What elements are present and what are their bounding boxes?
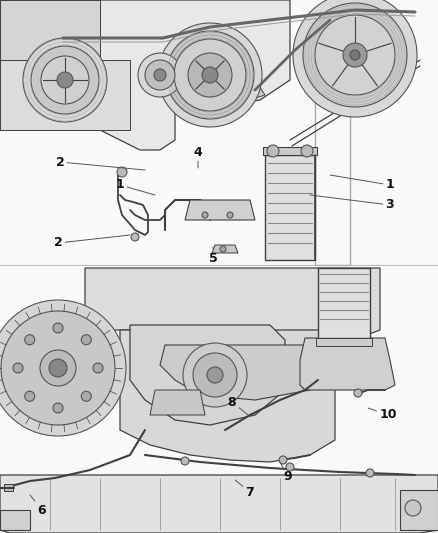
- Circle shape: [131, 233, 139, 241]
- Polygon shape: [0, 0, 438, 265]
- Circle shape: [193, 353, 237, 397]
- Circle shape: [174, 39, 246, 111]
- Circle shape: [41, 56, 89, 104]
- Circle shape: [207, 367, 223, 383]
- Circle shape: [303, 3, 407, 107]
- Circle shape: [31, 46, 99, 114]
- Bar: [4, 484, 13, 491]
- Circle shape: [366, 469, 374, 477]
- Text: 8: 8: [228, 395, 248, 415]
- Circle shape: [315, 15, 395, 95]
- Circle shape: [405, 500, 421, 516]
- Polygon shape: [85, 268, 380, 352]
- Circle shape: [49, 359, 67, 377]
- Text: 4: 4: [194, 146, 202, 168]
- Circle shape: [53, 403, 63, 413]
- Polygon shape: [0, 268, 438, 533]
- Circle shape: [138, 53, 182, 97]
- Text: 1: 1: [116, 179, 155, 195]
- Circle shape: [354, 389, 362, 397]
- Circle shape: [25, 391, 35, 401]
- Text: 10: 10: [368, 408, 397, 422]
- Text: 2: 2: [53, 235, 130, 249]
- Circle shape: [145, 60, 175, 90]
- Circle shape: [1, 311, 115, 425]
- Text: 6: 6: [30, 495, 46, 516]
- Circle shape: [0, 300, 126, 436]
- Circle shape: [343, 43, 367, 67]
- Bar: [316, 338, 372, 346]
- Text: 7: 7: [235, 480, 254, 498]
- Text: 3: 3: [310, 195, 394, 212]
- Text: 9: 9: [280, 462, 292, 483]
- Circle shape: [53, 323, 63, 333]
- Circle shape: [154, 69, 166, 81]
- Circle shape: [202, 67, 218, 83]
- Polygon shape: [0, 0, 290, 150]
- Polygon shape: [212, 245, 238, 253]
- Circle shape: [57, 72, 73, 88]
- Polygon shape: [400, 490, 438, 530]
- Circle shape: [293, 0, 417, 117]
- Bar: [318, 268, 370, 338]
- Circle shape: [40, 350, 76, 386]
- Polygon shape: [0, 60, 130, 130]
- Polygon shape: [300, 338, 395, 390]
- Circle shape: [166, 31, 254, 119]
- Polygon shape: [150, 390, 205, 415]
- Polygon shape: [0, 0, 100, 60]
- Polygon shape: [120, 330, 335, 462]
- Circle shape: [117, 167, 127, 177]
- Polygon shape: [195, 80, 265, 115]
- Circle shape: [25, 335, 35, 345]
- Circle shape: [279, 456, 287, 464]
- Circle shape: [183, 343, 247, 407]
- Circle shape: [23, 38, 107, 122]
- Circle shape: [350, 50, 360, 60]
- Polygon shape: [160, 345, 320, 400]
- Circle shape: [220, 246, 226, 252]
- Text: 5: 5: [208, 247, 217, 264]
- Polygon shape: [0, 510, 30, 530]
- Circle shape: [227, 212, 233, 218]
- Text: 1: 1: [330, 175, 394, 191]
- Circle shape: [301, 145, 313, 157]
- Circle shape: [188, 53, 232, 97]
- Bar: [263, 147, 317, 155]
- Circle shape: [267, 145, 279, 157]
- Circle shape: [202, 212, 208, 218]
- Text: 2: 2: [56, 156, 145, 170]
- Bar: [265, 155, 315, 260]
- Circle shape: [286, 463, 294, 471]
- Circle shape: [13, 363, 23, 373]
- Polygon shape: [185, 200, 255, 220]
- Circle shape: [158, 23, 262, 127]
- Circle shape: [93, 363, 103, 373]
- Polygon shape: [0, 475, 438, 533]
- Polygon shape: [130, 325, 285, 425]
- Circle shape: [81, 391, 91, 401]
- Circle shape: [181, 457, 189, 465]
- Circle shape: [81, 335, 91, 345]
